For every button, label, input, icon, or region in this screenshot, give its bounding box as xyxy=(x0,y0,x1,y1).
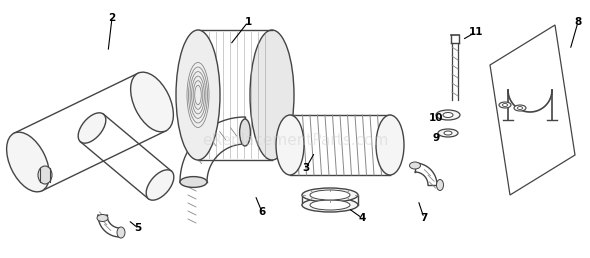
Ellipse shape xyxy=(376,115,404,175)
Ellipse shape xyxy=(276,115,304,175)
Ellipse shape xyxy=(409,162,421,169)
Text: 6: 6 xyxy=(258,207,266,217)
Ellipse shape xyxy=(38,166,52,184)
Ellipse shape xyxy=(302,198,358,212)
Ellipse shape xyxy=(176,30,220,160)
Ellipse shape xyxy=(517,107,523,109)
Ellipse shape xyxy=(302,188,358,202)
Text: 1: 1 xyxy=(244,17,251,27)
Ellipse shape xyxy=(78,113,106,143)
Text: 11: 11 xyxy=(468,27,483,37)
Ellipse shape xyxy=(514,105,526,111)
Ellipse shape xyxy=(240,119,250,146)
Ellipse shape xyxy=(443,112,453,117)
Ellipse shape xyxy=(6,132,50,192)
Ellipse shape xyxy=(310,200,350,210)
Ellipse shape xyxy=(146,170,174,200)
Ellipse shape xyxy=(444,131,452,135)
Ellipse shape xyxy=(438,129,458,137)
Ellipse shape xyxy=(499,102,511,108)
Text: eReplacementParts.com: eReplacementParts.com xyxy=(202,133,388,148)
Text: 9: 9 xyxy=(432,133,440,143)
Text: 7: 7 xyxy=(420,213,428,223)
Text: 2: 2 xyxy=(109,13,116,23)
Ellipse shape xyxy=(117,227,125,238)
Ellipse shape xyxy=(310,190,350,200)
Ellipse shape xyxy=(503,103,507,107)
Text: 5: 5 xyxy=(135,223,142,233)
Ellipse shape xyxy=(180,176,207,187)
Ellipse shape xyxy=(250,30,294,160)
Text: 3: 3 xyxy=(302,163,310,173)
Text: 8: 8 xyxy=(575,17,582,27)
Ellipse shape xyxy=(436,110,460,120)
Text: 10: 10 xyxy=(429,113,443,123)
Ellipse shape xyxy=(437,180,444,190)
Ellipse shape xyxy=(130,72,173,132)
Ellipse shape xyxy=(97,214,108,222)
Text: 4: 4 xyxy=(358,213,366,223)
